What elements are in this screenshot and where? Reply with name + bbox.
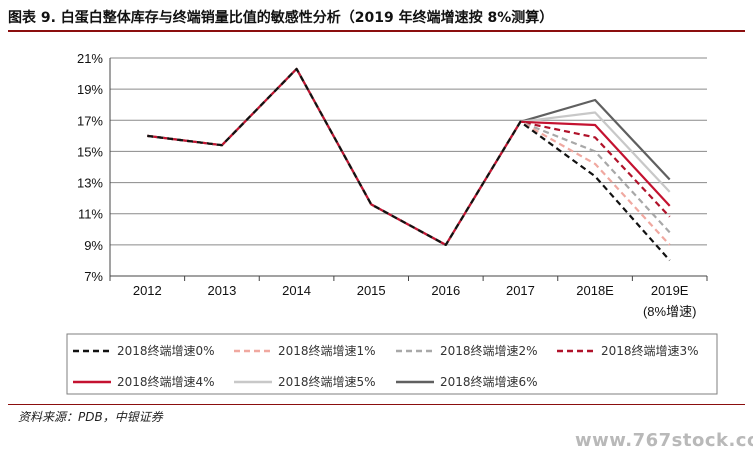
title-bar: 图表 9. 白蛋白整体库存与终端销量比值的敏感性分析（2019 年终端增速按 8… xyxy=(8,4,745,32)
legend: 2018终端增速0% 2018终端增速1% 2018终端增速2% 2018终端增速3%… xyxy=(73,343,699,389)
x-tick-label: 2012 xyxy=(133,283,162,298)
series-line xyxy=(147,67,671,246)
source-note: 资料来源：PDB，中银证券 xyxy=(18,410,163,424)
legend-label: 2018终端增速2% xyxy=(440,343,538,358)
y-tick-label: 13% xyxy=(77,176,103,191)
legend-label: 2018终端增速0% xyxy=(117,343,215,358)
series-line xyxy=(147,67,671,246)
series-line xyxy=(147,67,671,246)
x-tick-label: 2015 xyxy=(357,283,386,298)
series-line xyxy=(147,67,671,262)
x-tick-label: 2016 xyxy=(431,283,460,298)
x-tick-label: 2014 xyxy=(282,283,311,298)
figure-title: 图表 9. 白蛋白整体库存与终端销量比值的敏感性分析（2019 年终端增速按 8… xyxy=(8,10,554,26)
legend-label: 2018终端增速6% xyxy=(440,374,538,389)
x-tick-label: 2017 xyxy=(506,283,535,298)
x-tick-label: 2018E xyxy=(576,283,614,298)
x-tick-sublabel: (8%增速) xyxy=(643,304,696,319)
y-tick-label: 9% xyxy=(84,238,103,253)
x-tick-label: 2019E xyxy=(651,283,689,298)
series-line xyxy=(147,67,671,246)
y-tick-label: 21% xyxy=(77,51,103,66)
gridlines xyxy=(109,57,707,277)
source-divider xyxy=(8,404,745,405)
y-tick-label: 19% xyxy=(77,82,103,97)
series-line xyxy=(147,67,671,246)
watermark: www.767stock.com xyxy=(575,430,753,451)
legend-label: 2018终端增速5% xyxy=(278,374,376,389)
y-tick-label: 11% xyxy=(78,207,103,222)
legend-label: 2018终端增速3% xyxy=(601,343,699,358)
y-tick-label: 15% xyxy=(77,144,103,159)
y-tick-label: 7% xyxy=(84,269,103,284)
legend-label: 2018终端增速1% xyxy=(278,343,376,358)
series-line xyxy=(147,67,671,246)
line-chart: 7%9%11%13%15%17%19%21% 2012 2013 2014 2015 2… xyxy=(66,51,718,395)
legend-box xyxy=(66,333,718,395)
series-group xyxy=(147,67,671,262)
x-tick-label: 2013 xyxy=(207,283,236,298)
x-axis-ticks: 2012 2013 2014 2015 2016 2017 2018E 2019E (8%增速) xyxy=(109,276,708,319)
legend-label: 2018终端增速4% xyxy=(117,374,215,389)
y-axis-ticks: 7% 9% 11% 13% 15% 17% 19% 21% xyxy=(77,51,103,284)
y-tick-label: 17% xyxy=(77,113,103,128)
